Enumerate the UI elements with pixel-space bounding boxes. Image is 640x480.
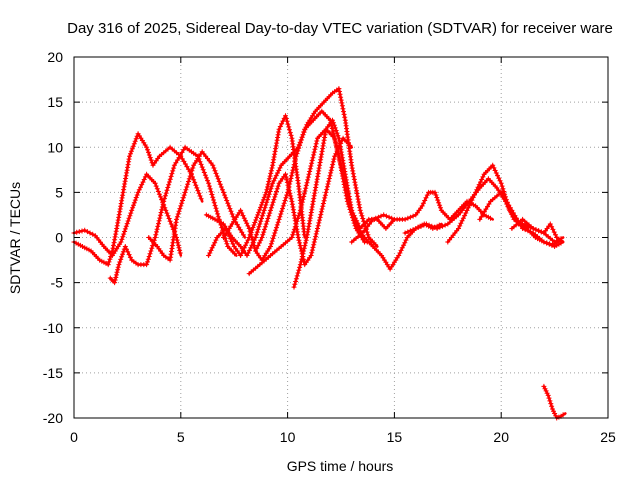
chart-title: Day 316 of 2025, Sidereal Day-to-day VTE…: [67, 20, 613, 37]
series-markers-1: [71, 171, 183, 258]
x-tick-label: 0: [70, 429, 78, 445]
series-layer: [71, 86, 567, 421]
y-tick-label: 20: [47, 49, 63, 65]
tick-labels: 0 5 10 15 20 25 -20 -15 -10 -5 0 5 10 15 20: [43, 49, 616, 445]
y-tick-label: 10: [47, 139, 63, 155]
y-tick-label: -20: [43, 410, 63, 426]
y-axis-label: SDTVAR / TECUs: [7, 182, 23, 294]
series-line-1: [72, 173, 183, 257]
grid: [74, 57, 608, 418]
series-markers-10: [291, 117, 442, 290]
y-tick-label: -10: [43, 320, 63, 336]
series-markers-16: [541, 383, 566, 421]
x-tick-label: 10: [280, 429, 296, 445]
y-tick-label: -5: [51, 275, 64, 291]
x-axis-label: GPS time / hours: [287, 458, 394, 474]
x-tick-label: 20: [493, 429, 509, 445]
series-markers-11: [349, 189, 493, 245]
x-tick-label: 25: [600, 429, 616, 445]
series-markers-15: [509, 216, 564, 243]
y-tick-label: -15: [43, 365, 63, 381]
x-tick-label: 5: [177, 429, 185, 445]
x-tick-label: 15: [387, 429, 403, 445]
ticks: [73, 56, 609, 419]
y-tick-label: 0: [55, 230, 63, 246]
y-tick-label: 15: [47, 94, 63, 110]
series-markers-4: [146, 149, 246, 263]
y-tick-label: 5: [55, 184, 63, 200]
series-markers-12: [402, 176, 564, 245]
series-markers-8: [246, 126, 396, 277]
series-markers-7: [221, 108, 373, 263]
series-markers-9: [253, 135, 353, 268]
